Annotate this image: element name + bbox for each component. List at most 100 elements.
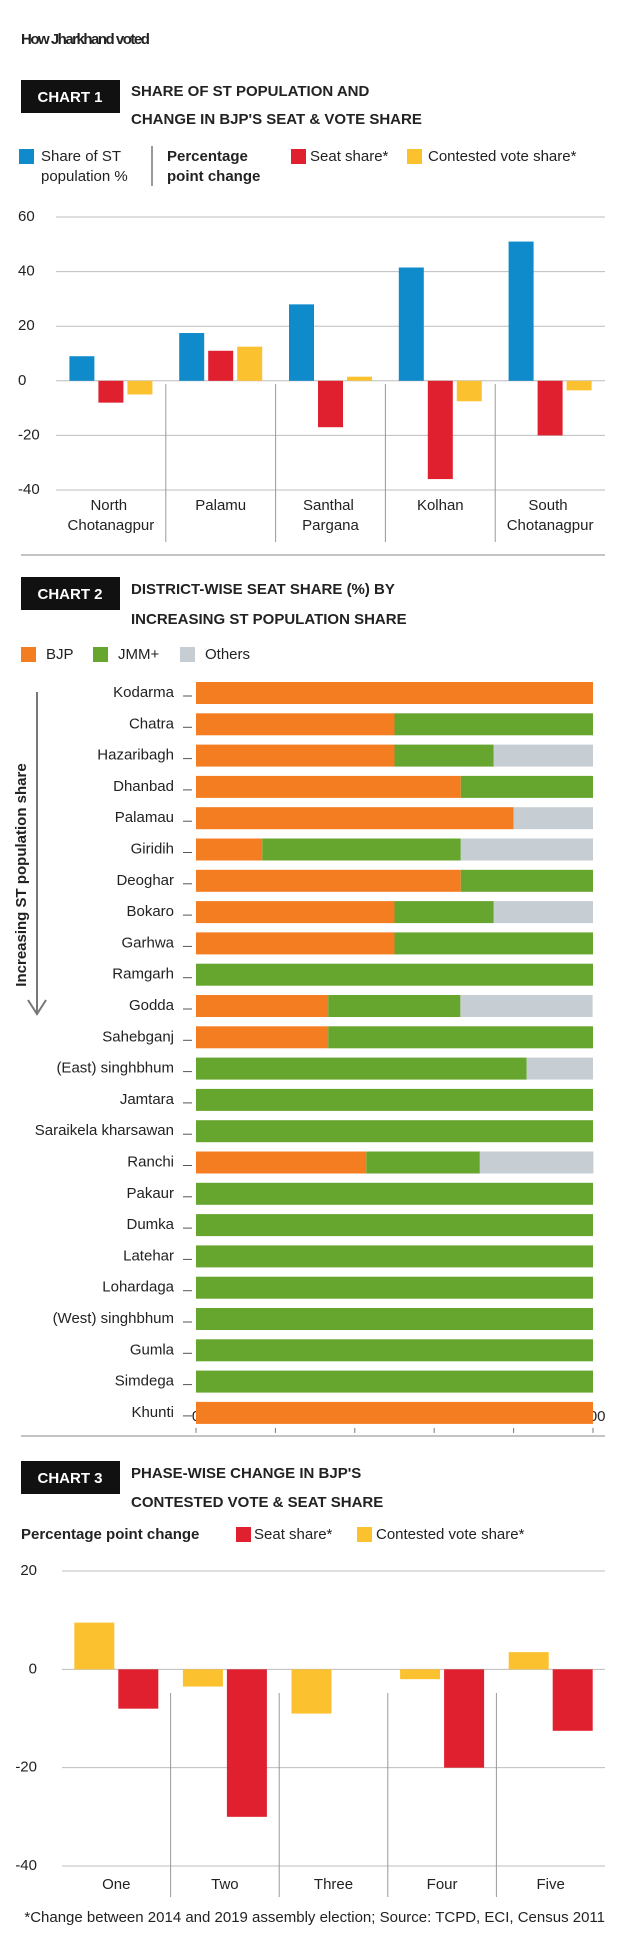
row-label: Dumka [126, 1216, 174, 1233]
bar-segment [493, 744, 593, 767]
row-label: Sahebganj [102, 1028, 174, 1045]
y-tick-label: 20 [18, 317, 35, 334]
x-tick-label: Five [537, 1876, 565, 1893]
bar-segment [394, 901, 494, 924]
legend-label: Seat share* [254, 1526, 333, 1543]
bar-segment [460, 838, 593, 861]
y-tick-label: -40 [18, 481, 40, 498]
bar-segment [366, 1151, 480, 1174]
bar [456, 380, 482, 402]
row-label: (West) singhbhum [53, 1310, 174, 1327]
y-tick-label: -20 [15, 1759, 37, 1776]
bar-segment [394, 713, 593, 736]
bar [237, 346, 263, 381]
x-tick-label: South Chotanagpur [507, 497, 594, 534]
y-tick-label: 20 [20, 1562, 37, 1579]
x-tick-label: Four [427, 1876, 458, 1893]
legend-label: Share of ST population % [41, 148, 128, 185]
bar-segment [196, 1214, 593, 1237]
footnote: *Change between 2014 and 2019 assembly e… [24, 1909, 605, 1926]
bar-segment [196, 901, 395, 924]
legend-title: Percentage point change [167, 148, 260, 185]
bar-segment [196, 1245, 593, 1268]
annotation-arrowhead [27, 999, 47, 1016]
chart-label-box [21, 80, 120, 113]
bar-segment [196, 807, 514, 830]
bar-segment [196, 869, 461, 892]
bar-segment [196, 1339, 593, 1362]
row-label: Saraikela kharsawan [35, 1122, 174, 1139]
row-label: Jamtara [120, 1091, 175, 1108]
bar-segment [196, 1057, 527, 1080]
legend-swatch [291, 149, 306, 164]
bar-segment [196, 1182, 593, 1205]
bar [400, 1669, 441, 1680]
chart-title: INCREASING ST POPULATION SHARE [131, 611, 407, 628]
row-label: Gumla [130, 1341, 175, 1358]
bar-segment [526, 1057, 593, 1080]
bar-segment [196, 1151, 367, 1174]
bar [226, 1669, 267, 1817]
chart-title: CHANGE IN BJP'S SEAT & VOTE SHARE [131, 111, 422, 128]
bar-segment [262, 838, 461, 861]
bar-segment [196, 1120, 593, 1143]
y-tick-label: 40 [18, 263, 35, 280]
legend-swatch [357, 1527, 372, 1542]
annotation: Increasing ST population share [13, 763, 30, 986]
bar [127, 380, 153, 395]
row-label: Chatra [129, 715, 175, 732]
bar [118, 1669, 159, 1709]
legend-label: Seat share* [310, 148, 389, 165]
bar [398, 267, 424, 381]
legend-swatch [93, 647, 108, 662]
legend-label: JMM+ [118, 646, 159, 663]
bar-segment [196, 1276, 593, 1299]
chart-title: CONTESTED VOTE & SEAT SHARE [131, 1494, 383, 1511]
bar-segment [196, 932, 395, 955]
row-label: (East) singhbhum [56, 1060, 174, 1077]
legend-label: Contested vote share* [428, 148, 577, 165]
x-tick-label: Palamu [195, 497, 246, 514]
chart-label-box [21, 577, 120, 610]
bar-segment [196, 838, 263, 861]
bar-segment [394, 744, 494, 767]
bar [508, 241, 534, 381]
bar-segment [196, 713, 395, 736]
chart-title: SHARE OF ST POPULATION AND [131, 83, 370, 100]
bar [179, 333, 205, 381]
bar-segment [196, 775, 461, 798]
legend-label: Others [205, 646, 250, 663]
bar-segment [479, 1151, 594, 1174]
bar-segment [513, 807, 593, 830]
legend-swatch [407, 149, 422, 164]
bar [208, 350, 234, 381]
row-label: Giridih [131, 840, 174, 857]
row-label: Godda [129, 997, 175, 1014]
bar [318, 380, 343, 428]
bar [291, 1669, 332, 1714]
x-tick-label: North Chotanagpur [68, 497, 155, 534]
row-label: Simdega [115, 1373, 175, 1390]
legend-label: BJP [46, 646, 74, 663]
row-label: Deoghar [116, 872, 174, 889]
bar [74, 1622, 115, 1670]
chart-title: PHASE-WISE CHANGE IN BJP'S [131, 1465, 361, 1482]
y-tick-label: -40 [15, 1857, 37, 1874]
legend-title: Percentage point change [21, 1526, 199, 1543]
bar-segment [493, 901, 593, 924]
bar-segment [196, 1026, 329, 1049]
row-label: Dhanbad [113, 778, 174, 795]
x-tick-label: Santhal Pargana [302, 497, 359, 534]
bar-segment [196, 1088, 593, 1111]
chart-label-box [21, 1461, 120, 1494]
x-tick-label: Three [314, 1876, 353, 1893]
row-label: Kodarma [113, 684, 175, 701]
bar [347, 376, 372, 381]
bar [98, 380, 124, 403]
bar-segment [328, 995, 461, 1017]
chart-label: CHART 2 [37, 586, 102, 603]
bar [566, 380, 592, 391]
bar-segment [328, 1026, 593, 1049]
legend-swatch [180, 647, 195, 662]
